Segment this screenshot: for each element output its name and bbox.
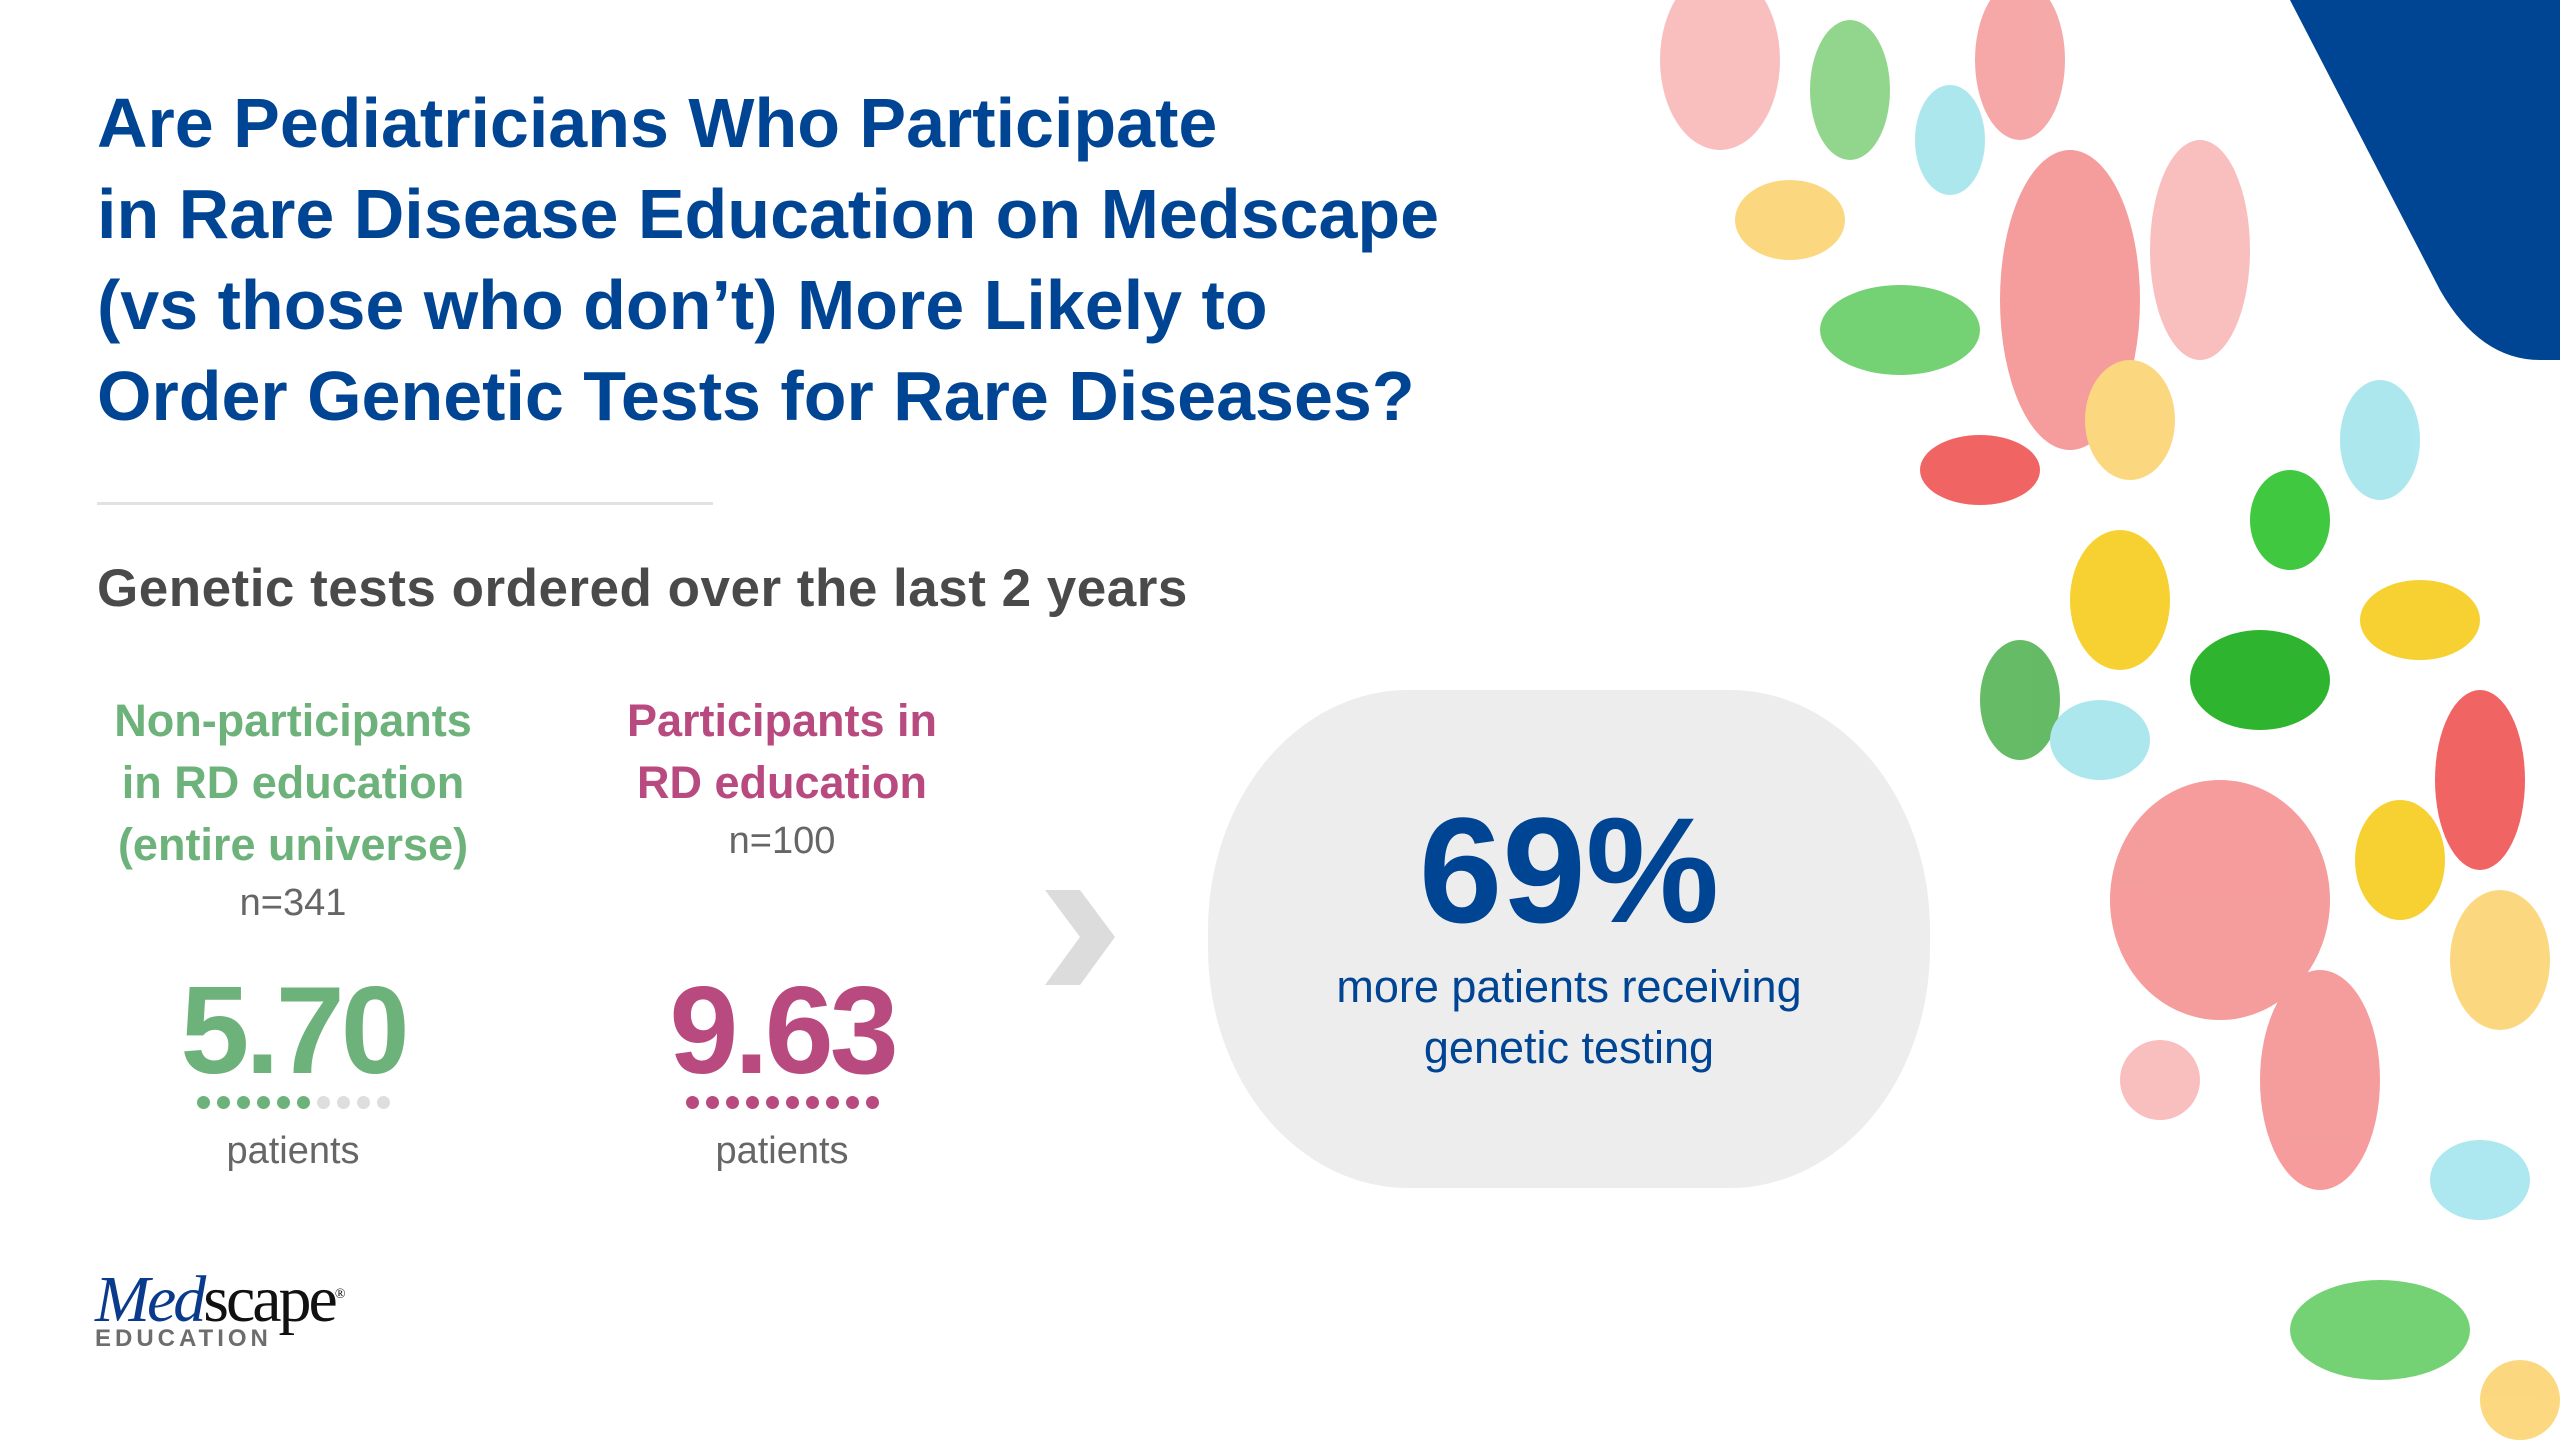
dot-empty — [336, 1096, 350, 1109]
dot-filled — [845, 1096, 859, 1109]
chevron-right-icon — [1045, 890, 1115, 985]
dot-filled — [745, 1096, 759, 1109]
logo-sub: EDUCATION — [95, 1325, 272, 1352]
unit-label: patients — [715, 1130, 849, 1172]
medscape-education-logo: Medscape® EDUCATION — [95, 1262, 345, 1353]
dot-filled — [216, 1096, 230, 1109]
title-line: Are Pediatricians Who Participate — [97, 84, 1218, 162]
title-line: in Rare Disease Education on Medscape — [97, 175, 1440, 253]
dot-filled — [296, 1096, 310, 1109]
label-line: Non-participants — [114, 695, 472, 746]
dot-filled — [765, 1096, 779, 1109]
label-line: RD education — [636, 757, 928, 808]
dot-filled — [865, 1096, 879, 1109]
dot-empty — [376, 1096, 390, 1109]
dot-filled — [196, 1096, 210, 1109]
dot-filled — [276, 1096, 290, 1109]
participants-group: Participants in RD education n=100 9.63 … — [522, 690, 1042, 1172]
dot-filled — [785, 1096, 799, 1109]
subtitle: Genetic tests ordered over the last 2 ye… — [97, 559, 1188, 618]
sample-size: n=100 — [728, 820, 836, 862]
group-value: 5.70 — [180, 962, 409, 1100]
handprints-decoration — [1660, 0, 2560, 1440]
dot-filled — [725, 1096, 739, 1109]
label-line: in RD education — [121, 757, 465, 808]
highlight-value: 69% — [1418, 786, 1720, 954]
sample-size: n=341 — [239, 882, 347, 924]
dot-empty — [316, 1096, 330, 1109]
label-line: Participants in — [626, 695, 938, 746]
dot-scale — [522, 1096, 1042, 1109]
title-line: (vs those who don’t) More Likely to — [97, 266, 1268, 344]
desc-line: genetic testing — [1423, 1022, 1715, 1073]
dot-filled — [705, 1096, 719, 1109]
dot-filled — [805, 1096, 819, 1109]
dot-filled — [825, 1096, 839, 1109]
group-value: 9.63 — [669, 962, 898, 1100]
dot-filled — [256, 1096, 270, 1109]
non-participants-group: Non-participants in RD education (entire… — [33, 690, 553, 1172]
dot-empty — [356, 1096, 370, 1109]
dot-filled — [236, 1096, 250, 1109]
divider — [97, 502, 713, 505]
dot-filled — [685, 1096, 699, 1109]
title-line: Order Genetic Tests for Rare Diseases? — [97, 357, 1415, 435]
highlight-description: more patients receiving genetic testing — [1208, 956, 1930, 1078]
highlight-box: 69% more patients receiving genetic test… — [1208, 690, 1930, 1188]
group-label: Non-participants in RD education (entire… — [33, 690, 553, 876]
group-label: Participants in RD education — [522, 690, 1042, 814]
logo-brand: Medscape® — [95, 1263, 345, 1336]
dot-scale — [33, 1096, 553, 1109]
page-title: Are Pediatricians Who Participate in Rar… — [97, 78, 1617, 442]
desc-line: more patients receiving — [1336, 961, 1802, 1012]
unit-label: patients — [226, 1130, 360, 1172]
label-line: (entire universe) — [117, 819, 469, 870]
